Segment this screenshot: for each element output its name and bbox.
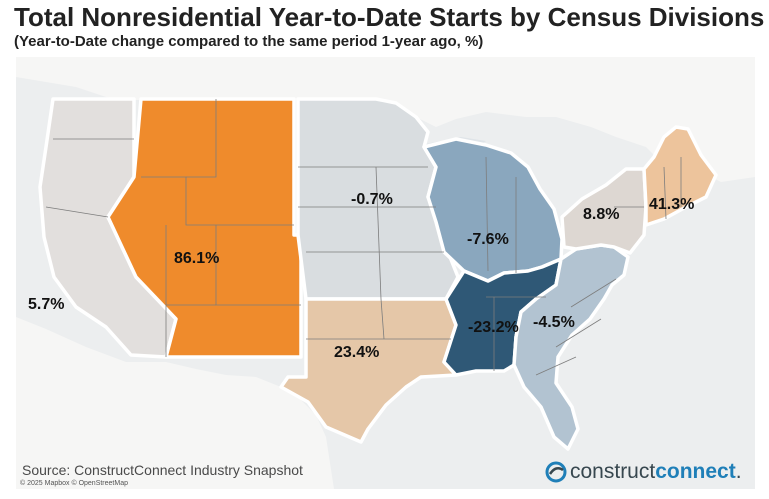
brand-part-construct: construct (570, 460, 656, 483)
label-middle-atlantic: 8.8% (583, 206, 619, 223)
state-borders (45, 99, 682, 376)
division-map: 5.7% 86.1% -0.7% 23.4% -7.6% -23.2% -4.5… (16, 57, 755, 489)
swoosh-logo-icon (545, 461, 567, 483)
label-east-north-central: -7.6% (467, 231, 509, 248)
label-mountain: 86.1% (174, 250, 219, 267)
map-attribution[interactable]: © 2025 Mapbox © OpenStreetMap (20, 480, 128, 487)
region-new-england (642, 125, 718, 227)
page-title: Total Nonresidential Year-to-Date Starts… (14, 2, 765, 32)
brand-dot: . (735, 460, 742, 483)
label-west-south-central: 23.4% (334, 344, 379, 361)
region-middle-atlantic (560, 167, 648, 255)
map-area: 5.7% 86.1% -0.7% 23.4% -7.6% -23.2% -4.5… (16, 57, 755, 489)
label-new-england: 41.3% (649, 196, 694, 213)
canada-land (16, 57, 755, 182)
brand-logo: construct connect . (545, 460, 742, 484)
label-west-north-central: -0.7% (351, 191, 393, 208)
mexico-land (16, 317, 334, 489)
label-pacific: 5.7% (28, 296, 64, 313)
source-note: Source: ConstructConnect Industry Snapsh… (22, 462, 303, 478)
brand-part-connect: connect (655, 460, 736, 483)
page-subtitle: (Year-to-Date change compared to the sam… (14, 33, 484, 50)
region-south-atlantic (512, 243, 630, 451)
label-south-atlantic: -4.5% (533, 314, 575, 331)
label-east-south-central: -23.2% (468, 319, 519, 336)
